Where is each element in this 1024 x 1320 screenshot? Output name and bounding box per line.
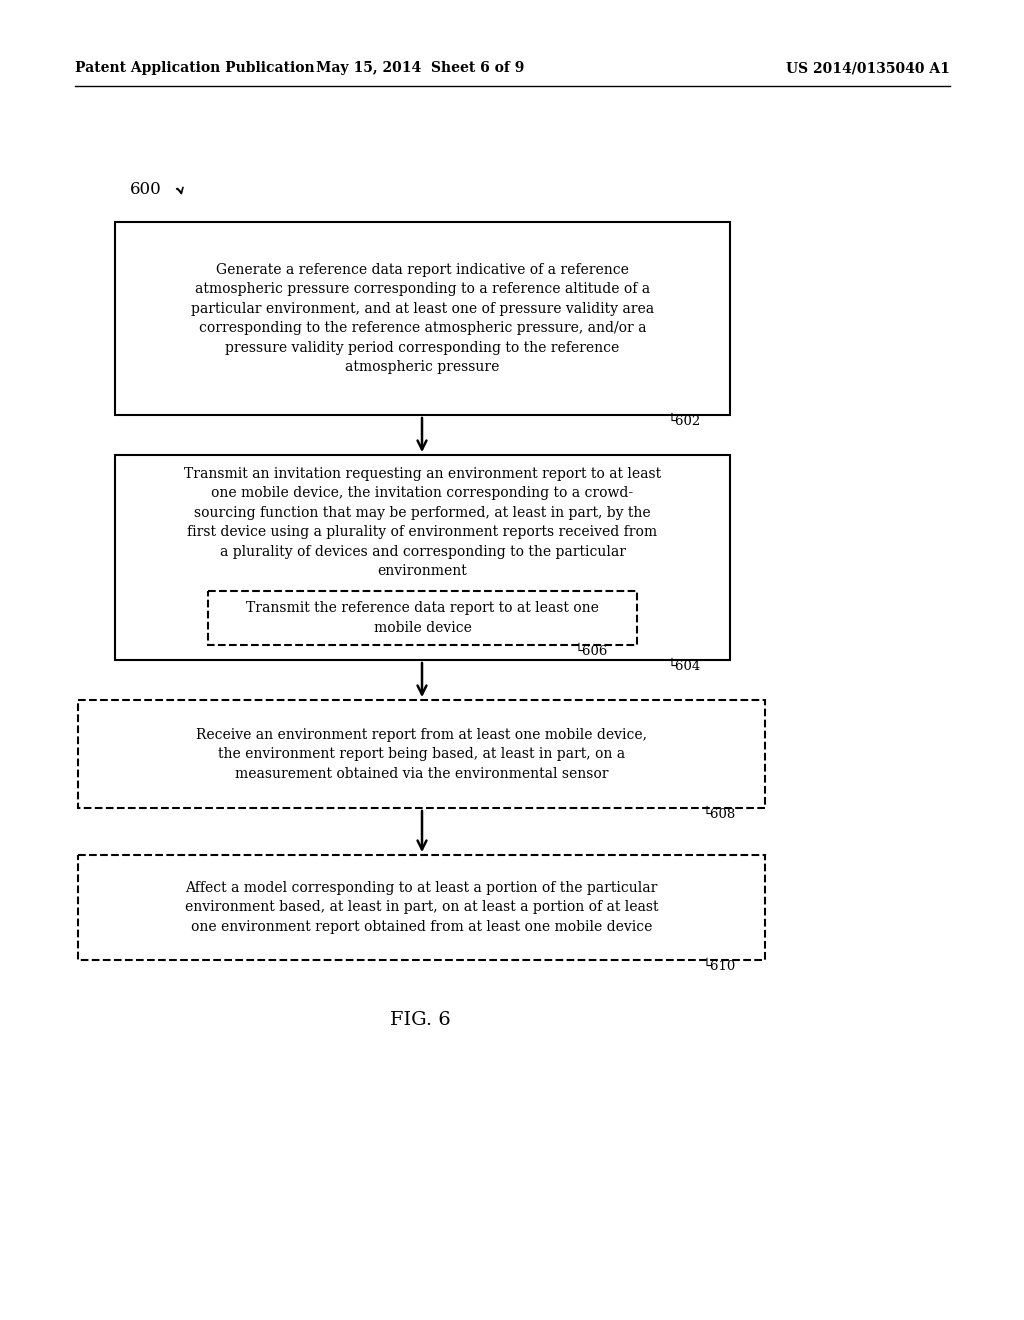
Text: May 15, 2014  Sheet 6 of 9: May 15, 2014 Sheet 6 of 9 — [315, 61, 524, 75]
Bar — [78, 855, 765, 960]
Bar — [78, 700, 765, 808]
Bar — [115, 222, 730, 414]
Text: Affect a model corresponding to at least a portion of the particular
environment: Affect a model corresponding to at least… — [184, 880, 658, 935]
Bar — [208, 591, 637, 645]
Text: Transmit the reference data report to at least one
mobile device: Transmit the reference data report to at… — [246, 601, 599, 635]
Text: Receive an environment report from at least one mobile device,
the environment r: Receive an environment report from at le… — [196, 727, 647, 780]
Text: └608: └608 — [703, 808, 736, 821]
Text: └604: └604 — [668, 660, 701, 673]
Bar — [115, 455, 730, 660]
Text: FIG. 6: FIG. 6 — [389, 1011, 451, 1030]
Text: Patent Application Publication: Patent Application Publication — [75, 61, 314, 75]
Text: └606: └606 — [575, 645, 608, 657]
Text: └610: └610 — [703, 960, 736, 973]
Text: US 2014/0135040 A1: US 2014/0135040 A1 — [786, 61, 950, 75]
Text: └602: └602 — [668, 414, 701, 428]
Text: 600: 600 — [130, 181, 162, 198]
Text: Transmit an invitation requesting an environment report to at least
one mobile d: Transmit an invitation requesting an env… — [184, 467, 662, 578]
Text: Generate a reference data report indicative of a reference
atmospheric pressure : Generate a reference data report indicat… — [190, 263, 654, 375]
